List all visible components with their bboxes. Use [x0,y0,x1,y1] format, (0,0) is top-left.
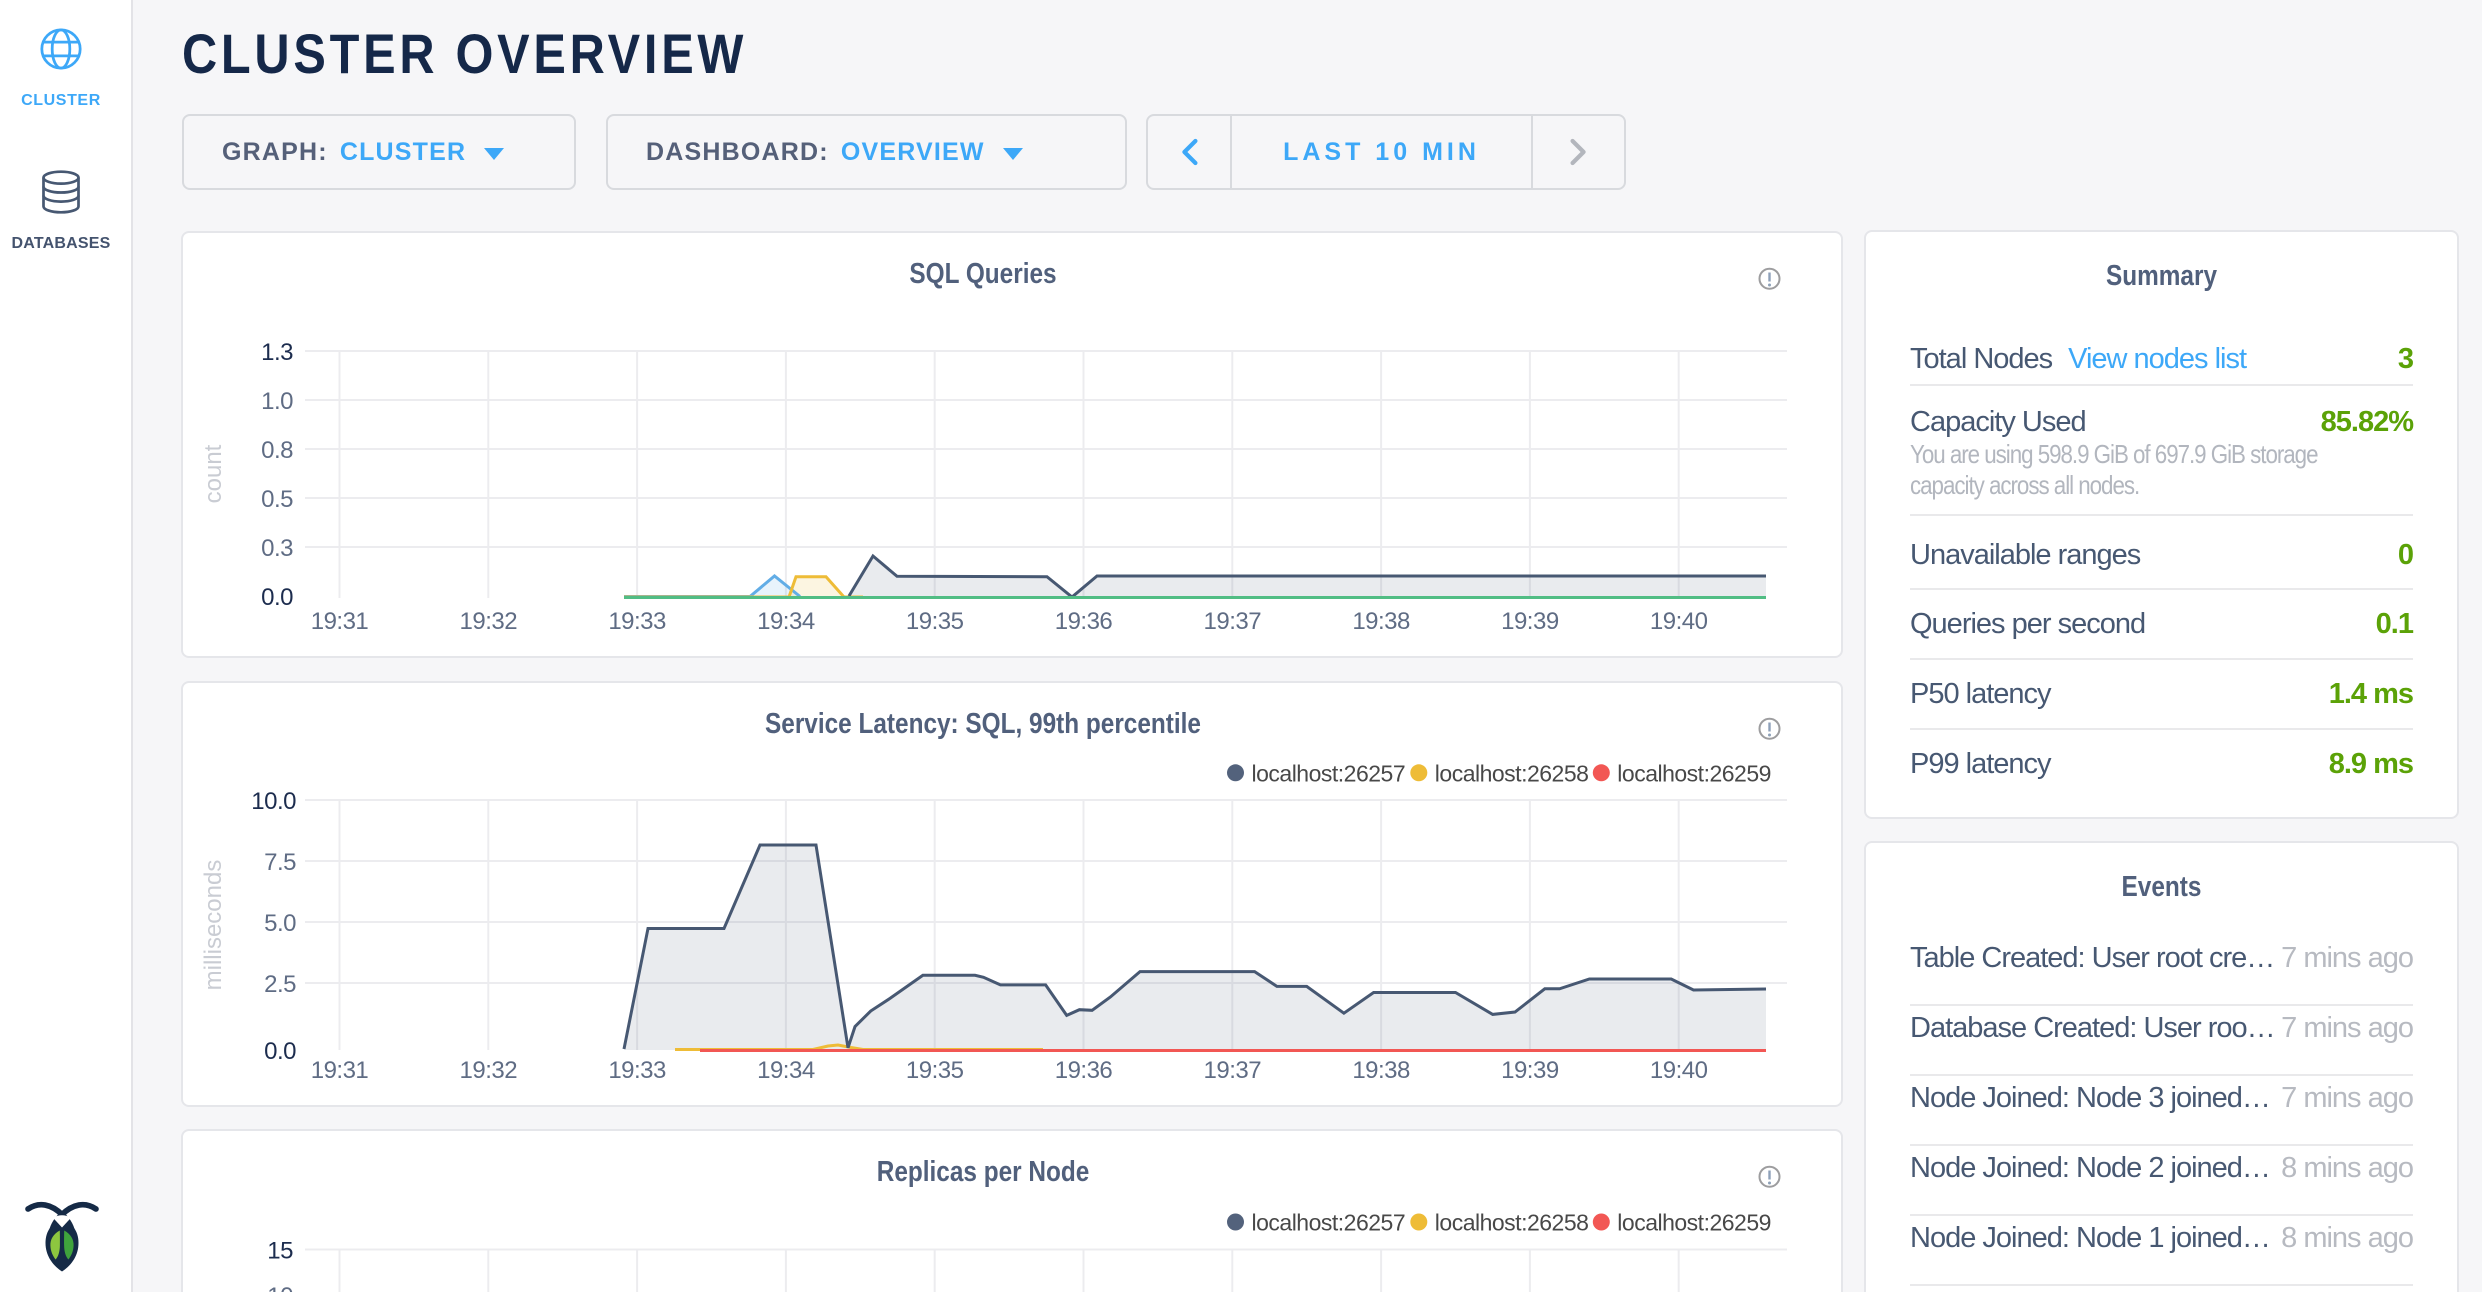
svg-text:19:35: 19:35 [906,608,964,635]
svg-text:19:40: 19:40 [1650,608,1708,635]
svg-text:19:33: 19:33 [608,608,666,635]
svg-text:19:36: 19:36 [1055,1057,1113,1084]
svg-text:2.5: 2.5 [264,971,296,998]
svg-text:0.8: 0.8 [261,437,293,464]
svg-text:19:36: 19:36 [1055,608,1113,635]
svg-text:19:33: 19:33 [608,1057,666,1084]
svg-text:localhost:26259: localhost:26259 [1617,1210,1771,1236]
svg-text:19:31: 19:31 [311,1057,369,1084]
svg-text:19:37: 19:37 [1204,608,1262,635]
svg-text:localhost:26257: localhost:26257 [1252,1210,1406,1236]
svg-text:5.0: 5.0 [264,910,296,937]
svg-text:19:32: 19:32 [460,1057,518,1084]
svg-text:localhost:26259: localhost:26259 [1617,760,1771,786]
svg-text:0.0: 0.0 [261,584,293,611]
svg-text:19:31: 19:31 [311,608,369,635]
svg-text:localhost:26258: localhost:26258 [1435,760,1589,786]
svg-text:milliseconds: milliseconds [200,860,227,991]
svg-text:19:39: 19:39 [1501,608,1559,635]
svg-text:10: 10 [267,1283,293,1292]
svg-text:19:40: 19:40 [1650,1057,1708,1084]
svg-text:19:38: 19:38 [1352,608,1410,635]
svg-text:19:35: 19:35 [906,1057,964,1084]
svg-text:19:34: 19:34 [757,608,815,635]
svg-text:0.5: 0.5 [261,486,293,513]
svg-text:19:37: 19:37 [1204,1057,1262,1084]
svg-text:19:39: 19:39 [1501,1057,1559,1084]
svg-text:10.0: 10.0 [251,788,296,815]
svg-text:localhost:26257: localhost:26257 [1252,760,1406,786]
svg-text:15: 15 [267,1238,293,1265]
svg-text:count: count [200,444,227,503]
svg-text:19:34: 19:34 [757,1057,815,1084]
svg-text:7.5: 7.5 [264,849,296,876]
svg-text:0.3: 0.3 [261,535,293,562]
svg-text:1.0: 1.0 [261,388,293,415]
svg-text:0.0: 0.0 [264,1038,296,1065]
svg-text:19:32: 19:32 [460,608,518,635]
svg-text:19:38: 19:38 [1352,1057,1410,1084]
svg-text:localhost:26258: localhost:26258 [1435,1210,1589,1236]
svg-text:1.3: 1.3 [261,339,293,366]
